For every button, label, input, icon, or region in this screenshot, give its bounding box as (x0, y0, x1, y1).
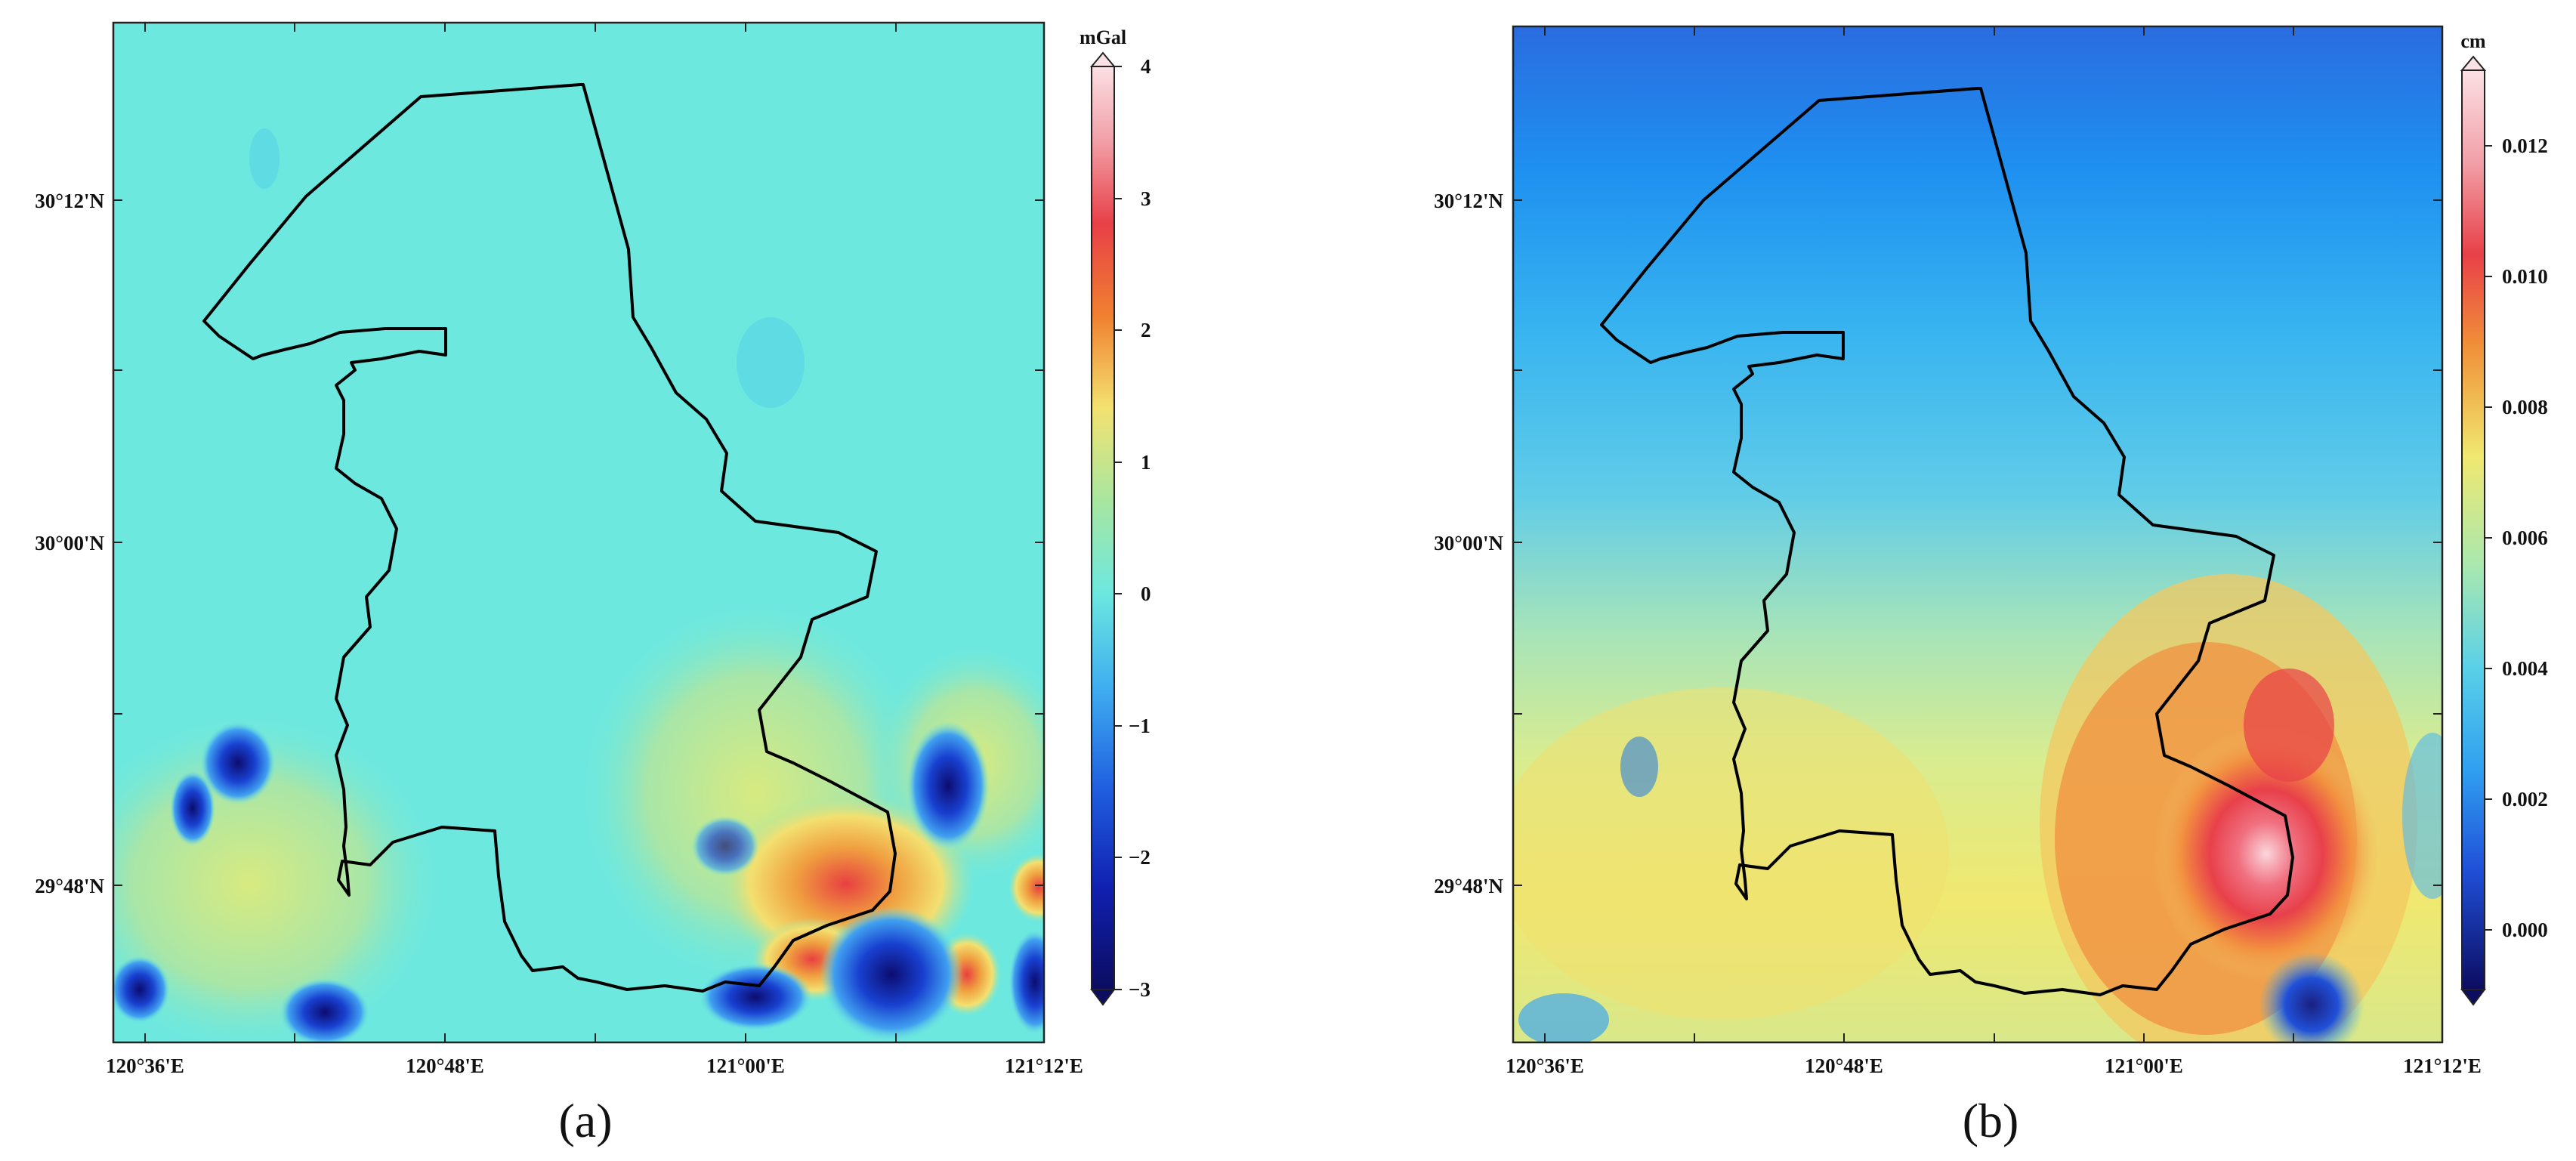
panel-b-lat-label: 30°12'N (1434, 190, 1503, 212)
panel-a-colorbar-unit: mGal (1080, 26, 1126, 48)
panel-a-colorbar-ticks (1114, 66, 1122, 990)
panel-a-field (113, 23, 1044, 1042)
panel-b-colorbar-tick-label: 0.000 (2502, 919, 2548, 941)
panel-b-lat-label: 30°00'N (1434, 532, 1503, 554)
panel-a-colorbar-tick-label: 2 (1141, 319, 1151, 341)
panel-a-colorbar-tick-label: −1 (1129, 715, 1151, 737)
panel-b-lon-label: 120°48'E (1805, 1054, 1883, 1077)
panel-b-colorbar-tick-label: 0.004 (2502, 657, 2548, 680)
panel-a-letter: (a) (558, 1094, 612, 1147)
panel-a-colorbar-tick-label: 4 (1141, 55, 1151, 78)
panel-b-region-outline (1600, 87, 2294, 996)
panel-b-lon-label: 121°00'E (2105, 1054, 2183, 1077)
panel-b-colorbar-tick-label: 0.010 (2502, 265, 2548, 288)
panel-b-field (1513, 26, 2442, 1042)
panel-b-colorbar-tick-label: 0.002 (2502, 788, 2548, 811)
panel-a-lat-label: 30°12'N (35, 190, 104, 212)
panel-a-region-outline (202, 83, 897, 993)
panel-a-ticks (113, 23, 1044, 1042)
panel-b-colorbar-unit: cm (2460, 30, 2486, 52)
panel-b-colorbar-tick-label: 0.008 (2502, 396, 2548, 418)
panel-a-lon-label: 121°12'E (1005, 1054, 1083, 1077)
panel-b-colorbar-tick-label: 0.012 (2502, 134, 2548, 157)
panel-a-lon-label: 121°00'E (706, 1054, 785, 1077)
panel-a-lat-label: 30°00'N (35, 532, 104, 554)
panel-b-colorbar-tick-label: 0.006 (2502, 526, 2548, 549)
panel-b-colorbar: cm (2460, 30, 2487, 1006)
panel-a-colorbar-tick-label: −3 (1129, 978, 1151, 1001)
panel-b-frame (1512, 25, 2444, 1044)
panel-b-lat-label: 29°48'N (1434, 875, 1503, 897)
panel-a-lon-label: 120°36'E (106, 1054, 184, 1077)
panel-a-lat-label: 29°48'N (35, 875, 104, 897)
panel-a-colorbar-tick-label: −2 (1129, 846, 1151, 869)
panel-a-colorbar: mGal (1080, 26, 1126, 1006)
panel-a-colorbar-tick-label: 1 (1141, 451, 1151, 474)
panel-b: 30°12'N 30°00'N 29°48'N 120°36'E 120°48'… (1434, 25, 2548, 1147)
panel-b-lon-label: 120°36'E (1506, 1054, 1584, 1077)
panel-b-lon-label: 121°12'E (2403, 1054, 2482, 1077)
panel-b-letter: (b) (1963, 1094, 2019, 1147)
panel-a-lon-label: 120°48'E (406, 1054, 484, 1077)
panel-a: 30°12'N 30°00'N 29°48'N 120°36'E 120°48'… (35, 21, 1151, 1147)
panel-b-ticks (1513, 26, 2442, 1042)
panel-a-colorbar-tick-label: 0 (1141, 582, 1151, 605)
panel-b-colorbar-ticks (2485, 145, 2492, 931)
panel-a-frame (112, 21, 1046, 1044)
panel-a-colorbar-tick-label: 3 (1141, 187, 1151, 210)
